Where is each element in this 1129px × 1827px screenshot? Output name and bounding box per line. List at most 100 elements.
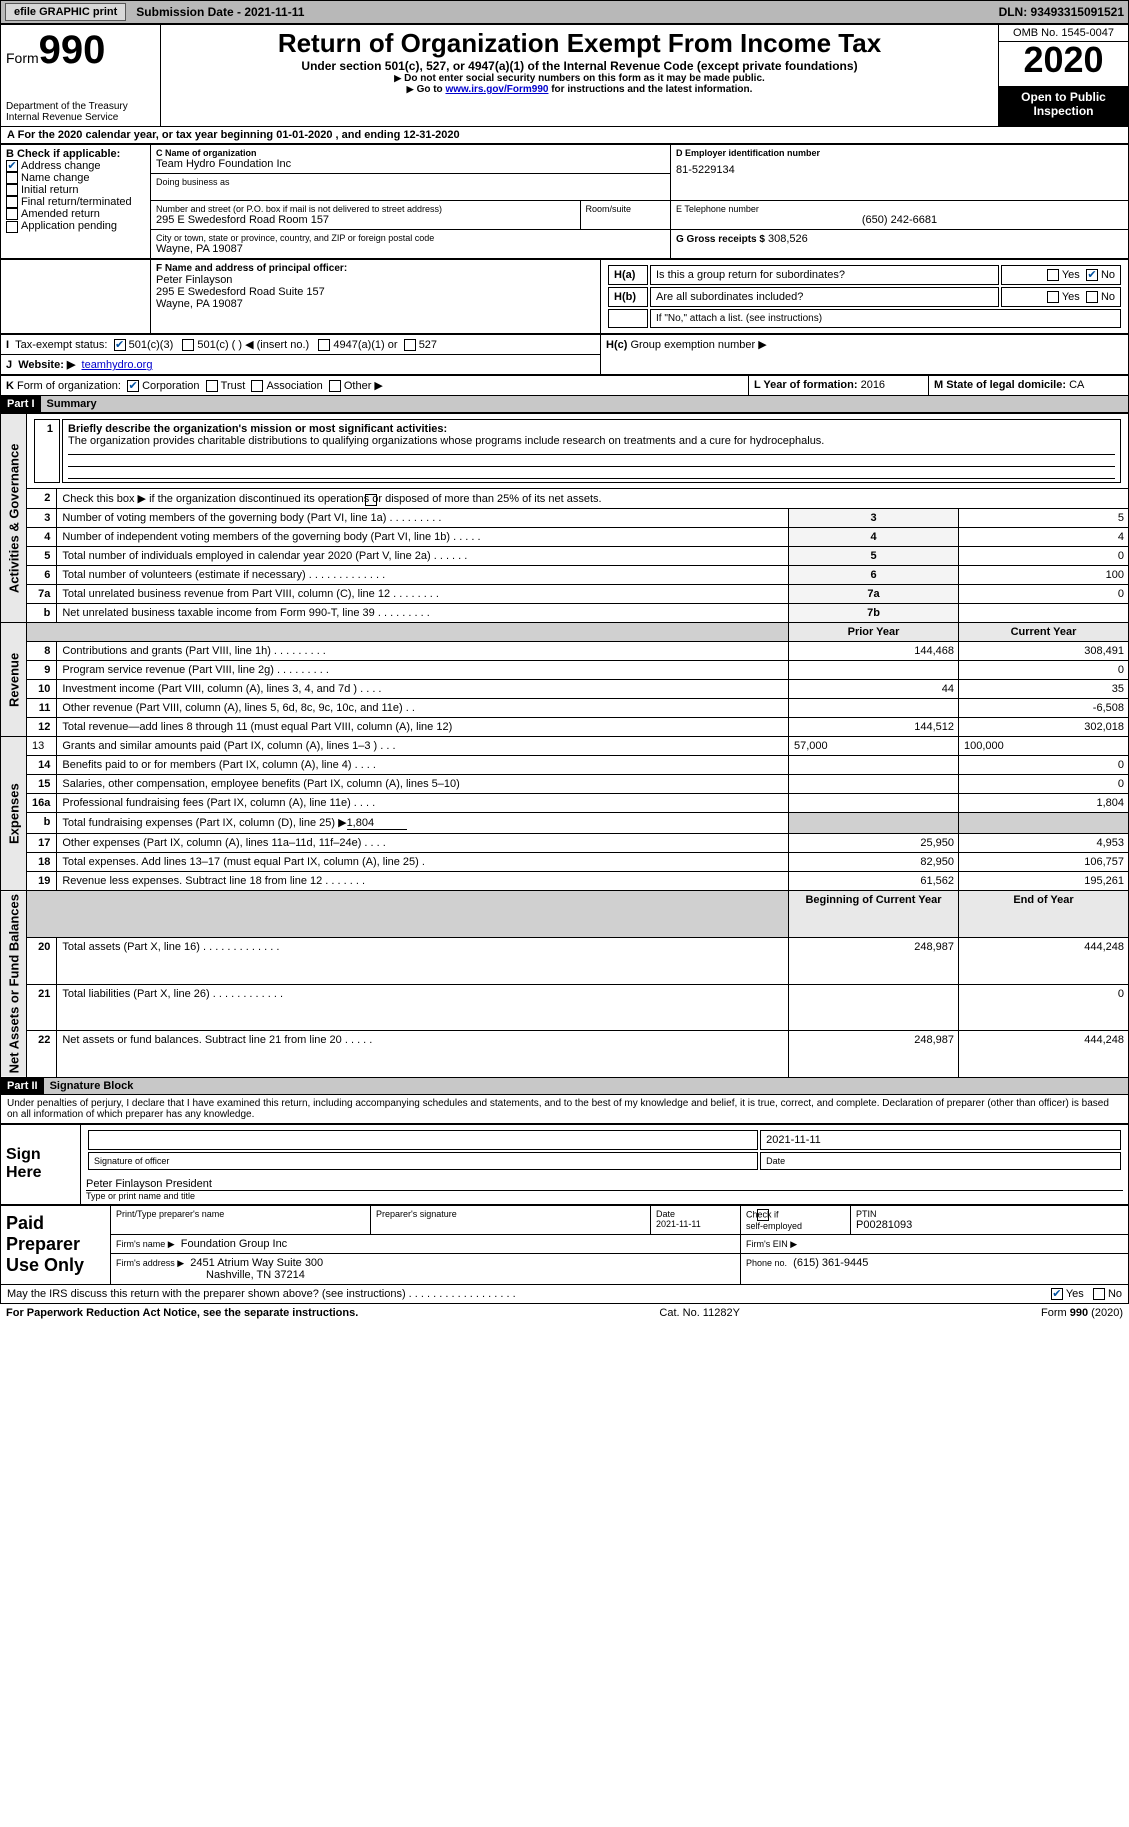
line15-curr: 0 [959,775,1129,794]
line16b-label: Total fundraising expenses (Part IX, col… [57,813,789,834]
check-initial-return[interactable]: Initial return [6,184,145,196]
penalties-text: Under penalties of perjury, I declare th… [0,1095,1129,1124]
hb-yes[interactable] [1047,291,1059,303]
section-f-h: F Name and address of principal officer:… [0,259,1129,334]
check-501c3[interactable] [114,339,126,351]
firm-name-label: Firm's name ▶ [116,1239,175,1249]
section-k-l-m: K Form of organization: Corporation Trus… [0,375,1129,396]
b-label: B Check if applicable: [6,148,145,160]
dba-label: Doing business as [156,177,665,187]
line16a-curr: 1,804 [959,794,1129,813]
check-assoc[interactable] [251,380,263,392]
ha-yes[interactable] [1047,269,1059,281]
open-to-public: Open to Public Inspection [999,86,1129,126]
line8-prior: 144,468 [789,642,959,661]
ha-no[interactable] [1086,269,1098,281]
cat-no: Cat. No. 11282Y [659,1307,740,1319]
check-name-change[interactable]: Name change [6,172,145,184]
line6-value: 100 [959,566,1129,585]
efile-print-button[interactable]: efile GRAPHIC print [5,3,126,21]
check-527[interactable] [404,339,416,351]
line13-label: Grants and similar amounts paid (Part IX… [57,737,789,756]
hb-label: Are all subordinates included? [650,287,999,307]
sig-date: 2021-11-11 [760,1130,1121,1150]
line14-label: Benefits paid to or for members (Part IX… [57,756,789,775]
firm-name: Foundation Group Inc [181,1238,287,1250]
line13-prior: 57,000 [789,737,959,756]
line7a-label: Total unrelated business revenue from Pa… [57,585,789,604]
line9-label: Program service revenue (Part VIII, line… [57,661,789,680]
line20-label: Total assets (Part X, line 16) . . . . .… [57,938,789,985]
date-label: Date [760,1152,1121,1170]
line16a-label: Professional fundraising fees (Part IX, … [57,794,789,813]
instructions-link[interactable]: www.irs.gov/Form990 [445,84,548,95]
i-label: Tax-exempt status: [15,339,107,351]
state-domicile: CA [1069,379,1084,391]
line8-curr: 308,491 [959,642,1129,661]
line9-curr: 0 [959,661,1129,680]
tab-net-assets: Net Assets or Fund Balances [1,891,27,1077]
line19-label: Revenue less expenses. Subtract line 18 … [57,872,789,891]
check-app-pending[interactable]: Application pending [6,220,145,232]
line22-boy: 248,987 [789,1031,959,1078]
may-irs-no[interactable] [1093,1288,1105,1300]
check-self-employed[interactable] [757,1209,769,1221]
hb-no[interactable] [1086,291,1098,303]
form-no-footer: Form 990 (2020) [1041,1307,1123,1319]
m-label: M State of legal domicile: [934,379,1066,391]
line4-label: Number of independent voting members of … [57,528,789,547]
check-trust[interactable] [206,380,218,392]
prep-date: 2021-11-11 [656,1219,735,1229]
prep-sig-label: Preparer's signature [376,1209,645,1219]
officer-addr2: Wayne, PA 19087 [156,298,595,310]
line15-label: Salaries, other compensation, employee b… [57,775,789,794]
tax-year-line: A For the 2020 calendar year, or tax yea… [0,127,1129,144]
check-other[interactable] [329,380,341,392]
may-irs-discuss: May the IRS discuss this return with the… [0,1285,1129,1304]
check-corp[interactable] [127,380,139,392]
line11-prior [789,699,959,718]
line21-boy [789,984,959,1031]
check-501c[interactable] [182,339,194,351]
dept-treasury: Department of the Treasury Internal Reve… [6,101,155,123]
line20-eoy: 444,248 [959,938,1129,985]
line7b-label: Net unrelated business taxable income fr… [57,604,789,623]
may-irs-yes[interactable] [1051,1288,1063,1300]
check-addr-change[interactable]: Address change [6,160,145,172]
j-label: Website: ▶ [18,359,75,371]
sig-officer-label: Signature of officer [88,1152,758,1170]
line13-curr: 100,000 [959,737,1129,756]
boy-hdr: Beginning of Current Year [789,891,959,938]
eoy-hdr: End of Year [959,891,1129,938]
line4-value: 4 [959,528,1129,547]
city-label: City or town, state or province, country… [156,233,665,243]
line18-curr: 106,757 [959,853,1129,872]
line6-label: Total number of volunteers (estimate if … [57,566,789,585]
submission-date: Submission Date - 2021-11-11 [136,5,304,19]
officer-name: Peter Finlayson [156,274,595,286]
website-link[interactable]: teamhydro.org [82,359,153,371]
year-formation: 2016 [861,379,885,391]
line7a-value: 0 [959,585,1129,604]
line18-label: Total expenses. Add lines 13–17 (must eq… [57,853,789,872]
mission-text: The organization provides charitable dis… [68,435,824,447]
firm-ein-label: Firm's EIN ▶ [746,1239,797,1249]
prior-year-hdr: Prior Year [789,623,959,642]
check-4947[interactable] [318,339,330,351]
part-ii-header: Part II Signature Block [0,1078,1129,1095]
l-label: L Year of formation: [754,379,858,391]
form-title: Return of Organization Exempt From Incom… [166,28,993,59]
top-toolbar: efile GRAPHIC print Submission Date - 20… [0,0,1129,24]
officer-printed-name: Peter Finlayson President [86,1178,1123,1191]
f-label: F Name and address of principal officer: [156,263,595,274]
line12-label: Total revenue—add lines 8 through 11 (mu… [57,718,789,737]
check-amended[interactable]: Amended return [6,208,145,220]
page-footer: For Paperwork Reduction Act Notice, see … [0,1304,1129,1322]
part-i-body: Activities & Governance 1 Briefly descri… [0,413,1129,1078]
line17-prior: 25,950 [789,834,959,853]
check-final-return[interactable]: Final return/terminated [6,196,145,208]
line3-value: 5 [959,509,1129,528]
current-year-hdr: Current Year [959,623,1129,642]
form-header: Form990 Department of the Treasury Inter… [0,24,1129,127]
tax-year: 2020 [999,42,1128,78]
